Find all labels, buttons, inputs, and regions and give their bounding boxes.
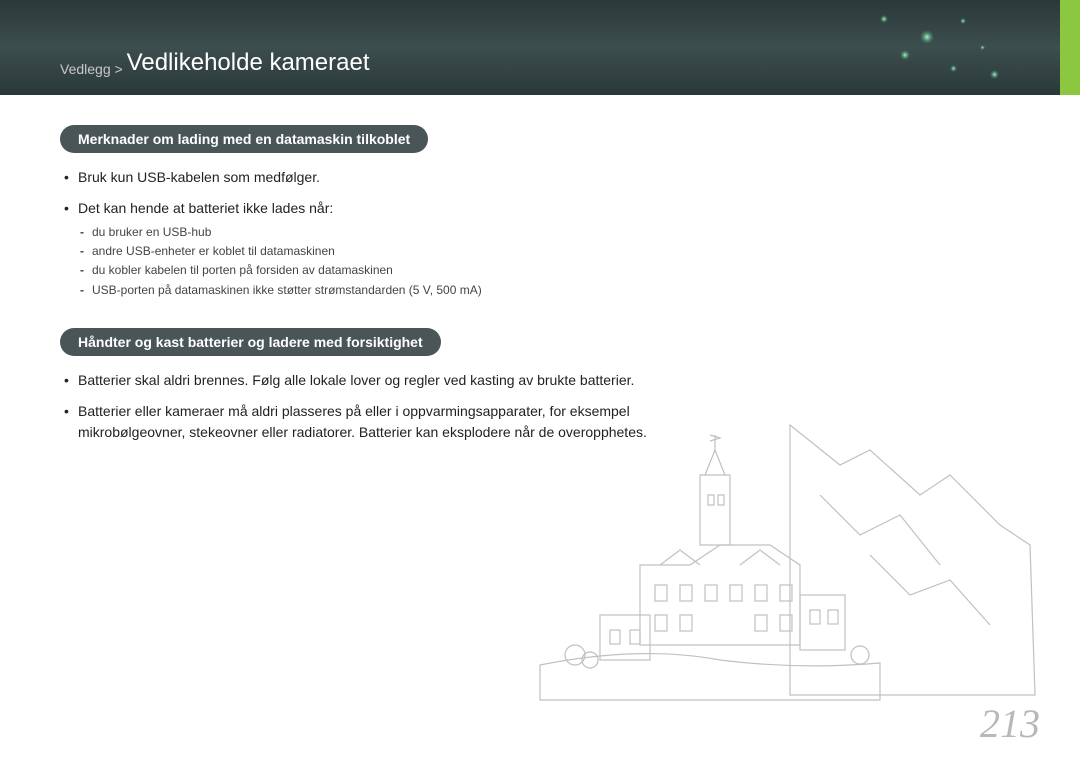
bullet-list: Bruk kun USB-kabelen som medfølger. Det …: [60, 167, 1020, 300]
section-battery-handling: Håndter og kast batterier og ladere med …: [60, 328, 1020, 443]
list-item-text: Batterier eller kameraer må aldri plasse…: [78, 403, 647, 440]
accent-bar: [1060, 0, 1080, 95]
list-item-text: Det kan hende at batteriet ikke lades nå…: [78, 200, 333, 216]
list-item-text: Batterier skal aldri brennes. Følg alle …: [78, 372, 634, 388]
bullet-list: Batterier skal aldri brennes. Følg alle …: [60, 370, 700, 443]
sub-list-item: du kobler kabelen til porten på forsiden…: [78, 261, 1020, 280]
list-item: Det kan hende at batteriet ikke lades nå…: [60, 198, 1020, 300]
sparkle-decoration: [840, 0, 1040, 95]
page-number: 213: [980, 700, 1040, 747]
header-band: Vedlegg > Vedlikeholde kameraet: [0, 0, 1080, 95]
page-title: Vedlikeholde kameraet: [127, 49, 370, 77]
section-heading-pill: Håndter og kast batterier og ladere med …: [60, 328, 441, 356]
list-item-text: Bruk kun USB-kabelen som medfølger.: [78, 169, 320, 185]
sub-list-item: du bruker en USB-hub: [78, 223, 1020, 242]
list-item: Batterier eller kameraer må aldri plasse…: [60, 401, 700, 443]
sub-list-item: USB-porten på datamaskinen ikke støtter …: [78, 281, 1020, 300]
breadcrumb-prefix: Vedlegg >: [60, 61, 123, 77]
list-item: Batterier skal aldri brennes. Følg alle …: [60, 370, 700, 391]
section-heading-pill: Merknader om lading med en datamaskin ti…: [60, 125, 428, 153]
sub-list: du bruker en USB-hub andre USB-enheter e…: [78, 223, 1020, 300]
sub-list-item: andre USB-enheter er koblet til datamask…: [78, 242, 1020, 261]
list-item: Bruk kun USB-kabelen som medfølger.: [60, 167, 1020, 188]
castle-mountain-illustration: [520, 405, 1040, 705]
section-charging-notes: Merknader om lading med en datamaskin ti…: [60, 125, 1020, 300]
content-area: Merknader om lading med en datamaskin ti…: [0, 95, 1080, 443]
